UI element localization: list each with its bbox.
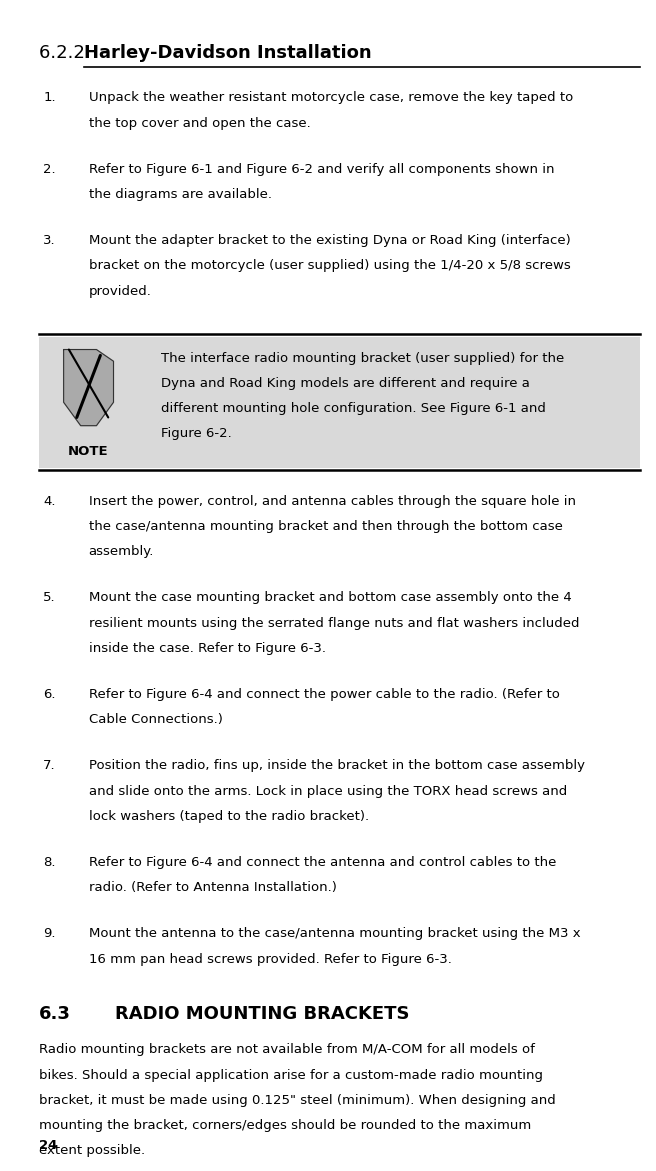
Text: 16 mm pan head screws provided. Refer to Figure 6-3.: 16 mm pan head screws provided. Refer to… <box>89 953 451 966</box>
Text: lock washers (taped to the radio bracket).: lock washers (taped to the radio bracket… <box>89 810 369 823</box>
Text: 3.: 3. <box>43 234 56 247</box>
Text: The interface radio mounting bracket (user supplied) for the: The interface radio mounting bracket (us… <box>161 352 564 365</box>
Text: Unpack the weather resistant motorcycle case, remove the key taped to: Unpack the weather resistant motorcycle … <box>89 91 573 104</box>
Text: 6.2.2: 6.2.2 <box>39 44 96 62</box>
Text: 4.: 4. <box>43 495 56 508</box>
Text: different mounting hole configuration. See Figure 6-1 and: different mounting hole configuration. S… <box>161 403 546 416</box>
Text: Refer to Figure 6-4 and connect the antenna and control cables to the: Refer to Figure 6-4 and connect the ante… <box>89 856 556 869</box>
Text: Dyna and Road King models are different and require a: Dyna and Road King models are different … <box>161 377 529 390</box>
Text: RADIO MOUNTING BRACKETS: RADIO MOUNTING BRACKETS <box>115 1005 409 1022</box>
Text: 6.: 6. <box>43 689 56 701</box>
Text: Position the radio, fins up, inside the bracket in the bottom case assembly: Position the radio, fins up, inside the … <box>89 760 584 773</box>
Text: bracket, it must be made using 0.125" steel (minimum). When designing and: bracket, it must be made using 0.125" st… <box>39 1094 556 1107</box>
Text: bikes. Should a special application arise for a custom-made radio mounting: bikes. Should a special application aris… <box>39 1069 543 1082</box>
Text: provided.: provided. <box>89 285 152 297</box>
Text: Radio mounting brackets are not available from M/A-COM for all models of: Radio mounting brackets are not availabl… <box>39 1043 535 1056</box>
Text: the case/antenna mounting bracket and then through the bottom case: the case/antenna mounting bracket and th… <box>89 520 562 533</box>
Text: bracket on the motorcycle (user supplied) using the 1/4-20 x 5/8 screws: bracket on the motorcycle (user supplied… <box>89 260 570 273</box>
Text: Refer to Figure 6-4 and connect the power cable to the radio. (Refer to: Refer to Figure 6-4 and connect the powe… <box>89 689 560 701</box>
Text: Mount the adapter bracket to the existing Dyna or Road King (interface): Mount the adapter bracket to the existin… <box>89 234 570 247</box>
Text: mounting the bracket, corners/edges should be rounded to the maximum: mounting the bracket, corners/edges shou… <box>39 1119 531 1132</box>
Text: 2.: 2. <box>43 163 56 176</box>
Text: NOTE: NOTE <box>68 445 109 459</box>
Text: Figure 6-2.: Figure 6-2. <box>161 427 232 440</box>
Text: resilient mounts using the serrated flange nuts and flat washers included: resilient mounts using the serrated flan… <box>89 617 579 630</box>
Text: 7.: 7. <box>43 760 56 773</box>
Text: Refer to Figure 6-1 and Figure 6-2 and verify all components shown in: Refer to Figure 6-1 and Figure 6-2 and v… <box>89 163 554 176</box>
Text: Insert the power, control, and antenna cables through the square hole in: Insert the power, control, and antenna c… <box>89 495 575 508</box>
Text: extent possible.: extent possible. <box>39 1144 146 1157</box>
Text: Mount the antenna to the case/antenna mounting bracket using the M3 x: Mount the antenna to the case/antenna mo… <box>89 927 580 940</box>
Text: assembly.: assembly. <box>89 546 154 559</box>
Text: 1.: 1. <box>43 91 56 104</box>
Polygon shape <box>64 350 113 426</box>
Text: 24: 24 <box>39 1139 58 1152</box>
Text: 5.: 5. <box>43 591 56 604</box>
Text: 8.: 8. <box>43 856 56 869</box>
Text: Harley-Davidson Installation: Harley-Davidson Installation <box>84 44 371 62</box>
Text: Mount the case mounting bracket and bottom case assembly onto the 4: Mount the case mounting bracket and bott… <box>89 591 571 604</box>
Text: radio. (Refer to Antenna Installation.): radio. (Refer to Antenna Installation.) <box>89 882 337 895</box>
Text: inside the case. Refer to Figure 6-3.: inside the case. Refer to Figure 6-3. <box>89 642 325 655</box>
Text: 6.3: 6.3 <box>39 1005 72 1022</box>
FancyBboxPatch shape <box>39 337 640 468</box>
Text: 9.: 9. <box>43 927 56 940</box>
Text: and slide onto the arms. Lock in place using the TORX head screws and: and slide onto the arms. Lock in place u… <box>89 785 567 797</box>
Text: the top cover and open the case.: the top cover and open the case. <box>89 117 310 130</box>
Text: Cable Connections.): Cable Connections.) <box>89 713 222 726</box>
Text: the diagrams are available.: the diagrams are available. <box>89 189 272 201</box>
